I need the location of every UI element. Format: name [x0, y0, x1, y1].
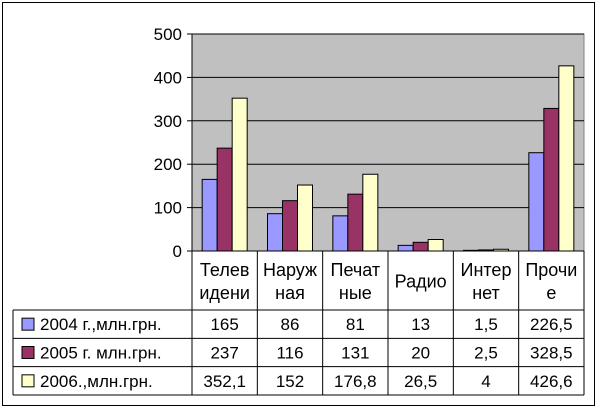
category-label: идени [199, 283, 250, 303]
category-label: Телев [200, 260, 249, 280]
bar-2-2 [282, 200, 298, 252]
y-tick-label: 300 [154, 112, 182, 131]
legend-swatch [21, 374, 35, 388]
legend-swatch [21, 346, 35, 359]
legend-swatch [21, 317, 35, 331]
table-value: 226,5 [530, 315, 573, 334]
legend-label: 2006.,млн.грн. [40, 372, 153, 391]
table-value: 20 [411, 344, 430, 363]
table-value: 131 [341, 344, 369, 363]
bar-2-6 [543, 107, 560, 252]
bar-1-3 [332, 215, 349, 252]
table-value: 116 [276, 344, 303, 363]
legend-label: 2005 г. млн.грн. [40, 344, 162, 363]
y-tick-label: 400 [154, 68, 182, 87]
bar-3-2 [297, 184, 313, 252]
y-tick-label: 100 [154, 199, 182, 218]
table-value: 165 [210, 315, 238, 334]
bar-1-4 [397, 244, 414, 252]
bar-2-4 [412, 241, 429, 252]
y-tick-label: 500 [154, 25, 182, 44]
bar-1-6 [528, 152, 545, 252]
bar-2-1 [216, 147, 233, 252]
table-value: 4 [481, 372, 490, 391]
chart: 0 100 200 300 400 500 Телев идени Наруж ная Печат н… [12, 25, 585, 396]
table-value: 2,5 [474, 344, 498, 363]
chart-frame: 0 100 200 300 400 500 Телев идени Наруж ная Печат н… [2, 2, 595, 406]
table-value: 1,5 [474, 315, 498, 334]
bar-2-3 [347, 193, 364, 252]
category-label: нет [472, 283, 500, 303]
bar-3-6 [558, 65, 575, 252]
category-label: е [546, 283, 556, 303]
bar-3-1 [231, 97, 248, 252]
table-value: 237 [210, 344, 238, 363]
y-tick-label: 0 [173, 242, 182, 261]
table-value: 328,5 [530, 344, 573, 363]
table-value: 152 [276, 372, 304, 391]
category-label: ная [275, 283, 305, 303]
category-label: Прочи [525, 260, 577, 280]
table-value: 352,1 [203, 372, 246, 391]
table-value: 26,5 [404, 372, 437, 391]
table-value: 81 [346, 315, 365, 334]
category-label: Интер [461, 260, 512, 280]
plot-area [191, 33, 585, 252]
bar-1-2 [267, 213, 283, 252]
bar-3-3 [362, 173, 379, 252]
bar-1-1 [201, 178, 218, 252]
bar-3-4 [427, 238, 444, 252]
legend-label: 2004 г.,млн.грн. [40, 315, 162, 334]
table-value: 13 [411, 315, 430, 334]
category-label: Печат [331, 260, 381, 280]
table-value: 86 [281, 315, 300, 334]
table-value: 426,6 [530, 372, 573, 391]
category-label: ные [339, 283, 372, 303]
y-tick-label: 200 [154, 155, 182, 174]
category-label: Наруж [263, 260, 317, 280]
category-label: Радио [395, 272, 447, 292]
table-value: 176,8 [334, 372, 377, 391]
